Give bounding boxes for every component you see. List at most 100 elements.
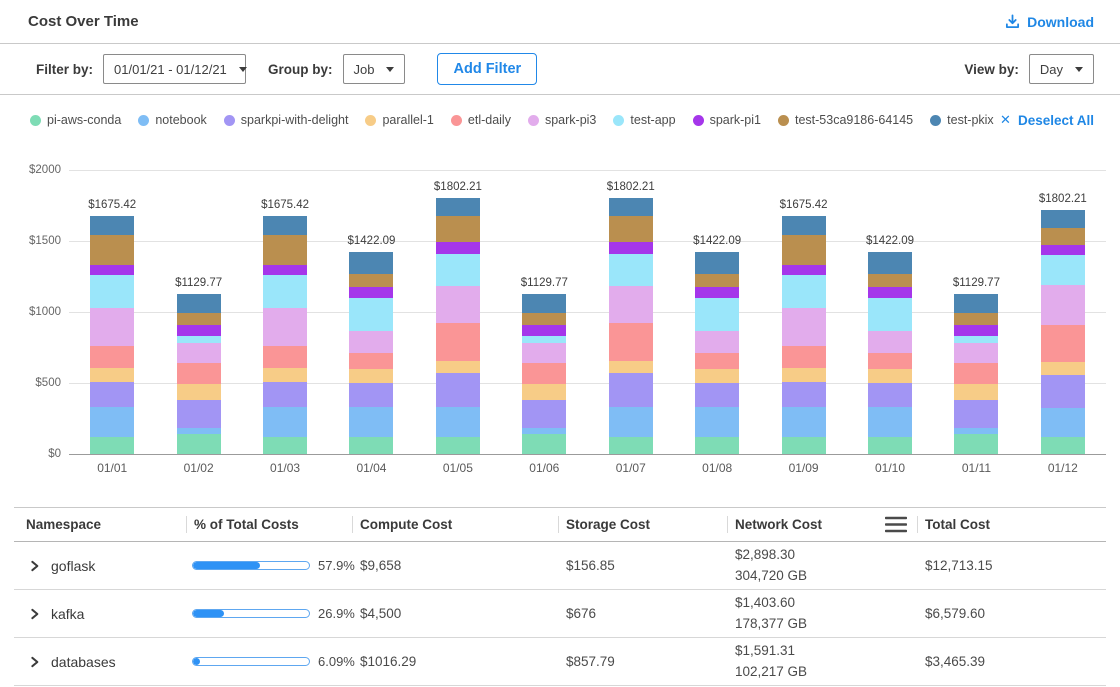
bar-segment-parallel-1[interactable] [868,369,912,383]
bar-segment-parallel-1[interactable] [1041,362,1085,375]
bar-segment-spark-pi3[interactable] [349,331,393,354]
bar-segment-spark-pi3[interactable] [177,343,221,363]
bar-segment-test-53ca9186-64145[interactable] [349,274,393,287]
legend-item-test-pkix[interactable]: test-pkix [930,113,994,127]
bar-segment-spark-pi1[interactable] [90,265,134,276]
bar-segment-spark-pi3[interactable] [868,331,912,354]
bar-segment-pi-aws-conda[interactable] [522,434,566,454]
bar-segment-sparkpi-with-delight[interactable] [868,383,912,408]
bar-segment-notebook[interactable] [436,407,480,436]
bar-01/05[interactable] [436,198,480,454]
bar-01/03[interactable] [263,216,307,454]
namespace-cell[interactable]: goflask [14,558,186,574]
bar-segment-spark-pi3[interactable] [609,286,653,323]
bar-segment-sparkpi-with-delight[interactable] [695,383,739,408]
bar-01/07[interactable] [609,198,653,454]
bar-segment-test-pkix[interactable] [349,252,393,274]
bar-segment-test-pkix[interactable] [90,216,134,235]
bar-segment-etl-daily[interactable] [609,323,653,361]
bar-segment-etl-daily[interactable] [522,363,566,384]
view-by-select[interactable]: Day [1029,54,1094,84]
bar-segment-pi-aws-conda[interactable] [868,437,912,454]
bar-segment-test-app[interactable] [954,336,998,343]
bar-segment-parallel-1[interactable] [263,368,307,382]
bar-segment-parallel-1[interactable] [177,384,221,400]
bar-segment-sparkpi-with-delight[interactable] [609,373,653,408]
bar-segment-etl-daily[interactable] [695,353,739,369]
bar-segment-test-app[interactable] [695,298,739,331]
bar-segment-test-53ca9186-64145[interactable] [782,235,826,265]
bar-segment-spark-pi3[interactable] [782,308,826,346]
bar-segment-parallel-1[interactable] [522,384,566,400]
bar-segment-spark-pi3[interactable] [695,331,739,354]
bar-segment-test-app[interactable] [349,298,393,331]
bar-segment-sparkpi-with-delight[interactable] [954,400,998,428]
bar-segment-spark-pi3[interactable] [263,308,307,346]
column-menu-icon[interactable] [885,516,907,533]
bar-segment-spark-pi1[interactable] [177,325,221,335]
bar-segment-sparkpi-with-delight[interactable] [349,383,393,408]
bar-segment-parallel-1[interactable] [782,368,826,382]
bar-segment-test-53ca9186-64145[interactable] [954,313,998,326]
group-by-select[interactable]: Job [343,54,406,84]
col-header-compute[interactable]: Compute Cost [352,508,558,541]
legend-item-parallel-1[interactable]: parallel-1 [365,113,433,127]
bar-segment-notebook[interactable] [782,407,826,436]
bar-segment-notebook[interactable] [695,407,739,436]
bar-segment-spark-pi1[interactable] [695,287,739,298]
bar-segment-test-pkix[interactable] [522,294,566,313]
bar-01/09[interactable] [782,216,826,454]
bar-segment-spark-pi1[interactable] [954,325,998,335]
bar-segment-test-app[interactable] [436,254,480,286]
col-header-storage[interactable]: Storage Cost [558,508,727,541]
col-header-total[interactable]: Total Cost [917,508,1106,541]
bar-segment-etl-daily[interactable] [954,363,998,384]
bar-01/01[interactable] [90,216,134,454]
bar-segment-etl-daily[interactable] [868,353,912,369]
bar-segment-spark-pi3[interactable] [436,286,480,323]
bar-segment-sparkpi-with-delight[interactable] [90,382,134,408]
bar-01/08[interactable] [695,252,739,454]
bar-segment-sparkpi-with-delight[interactable] [263,382,307,408]
bar-01/10[interactable] [868,252,912,454]
bar-segment-parallel-1[interactable] [436,361,480,373]
bar-segment-pi-aws-conda[interactable] [263,437,307,454]
bar-segment-parallel-1[interactable] [695,369,739,383]
chevron-right-icon[interactable] [29,656,40,668]
bar-segment-pi-aws-conda[interactable] [609,437,653,454]
legend-item-spark-pi3[interactable]: spark-pi3 [528,113,596,127]
deselect-all-button[interactable]: ✕ Deselect All [1000,112,1094,128]
legend-item-pi-aws-conda[interactable]: pi-aws-conda [30,113,121,127]
bar-segment-pi-aws-conda[interactable] [1041,437,1085,454]
bar-segment-etl-daily[interactable] [263,346,307,369]
bar-segment-etl-daily[interactable] [177,363,221,384]
bar-segment-test-53ca9186-64145[interactable] [90,235,134,265]
col-header-network[interactable]: Network Cost [727,508,917,541]
col-header-namespace[interactable]: Namespace [14,508,186,541]
bar-segment-spark-pi1[interactable] [263,265,307,276]
bar-segment-test-app[interactable] [609,254,653,286]
bar-segment-test-pkix[interactable] [1041,210,1085,228]
bar-segment-test-pkix[interactable] [263,216,307,235]
bar-segment-sparkpi-with-delight[interactable] [177,400,221,428]
bar-segment-pi-aws-conda[interactable] [90,437,134,454]
bar-segment-test-app[interactable] [522,336,566,343]
bar-segment-sparkpi-with-delight[interactable] [522,400,566,428]
bar-segment-parallel-1[interactable] [90,368,134,382]
download-button[interactable]: Download [1005,14,1094,30]
bar-segment-pi-aws-conda[interactable] [954,434,998,454]
bar-segment-etl-daily[interactable] [1041,325,1085,362]
bar-segment-pi-aws-conda[interactable] [436,437,480,454]
bar-segment-pi-aws-conda[interactable] [695,437,739,454]
bar-segment-pi-aws-conda[interactable] [177,434,221,454]
bar-segment-test-pkix[interactable] [609,198,653,216]
bar-segment-test-app[interactable] [782,275,826,308]
bar-segment-spark-pi3[interactable] [954,343,998,363]
bar-segment-etl-daily[interactable] [349,353,393,369]
bar-segment-pi-aws-conda[interactable] [349,437,393,454]
bar-01/02[interactable] [177,294,221,454]
bar-segment-notebook[interactable] [868,407,912,436]
bar-segment-etl-daily[interactable] [90,346,134,369]
bar-segment-etl-daily[interactable] [436,323,480,361]
bar-segment-test-53ca9186-64145[interactable] [436,216,480,242]
